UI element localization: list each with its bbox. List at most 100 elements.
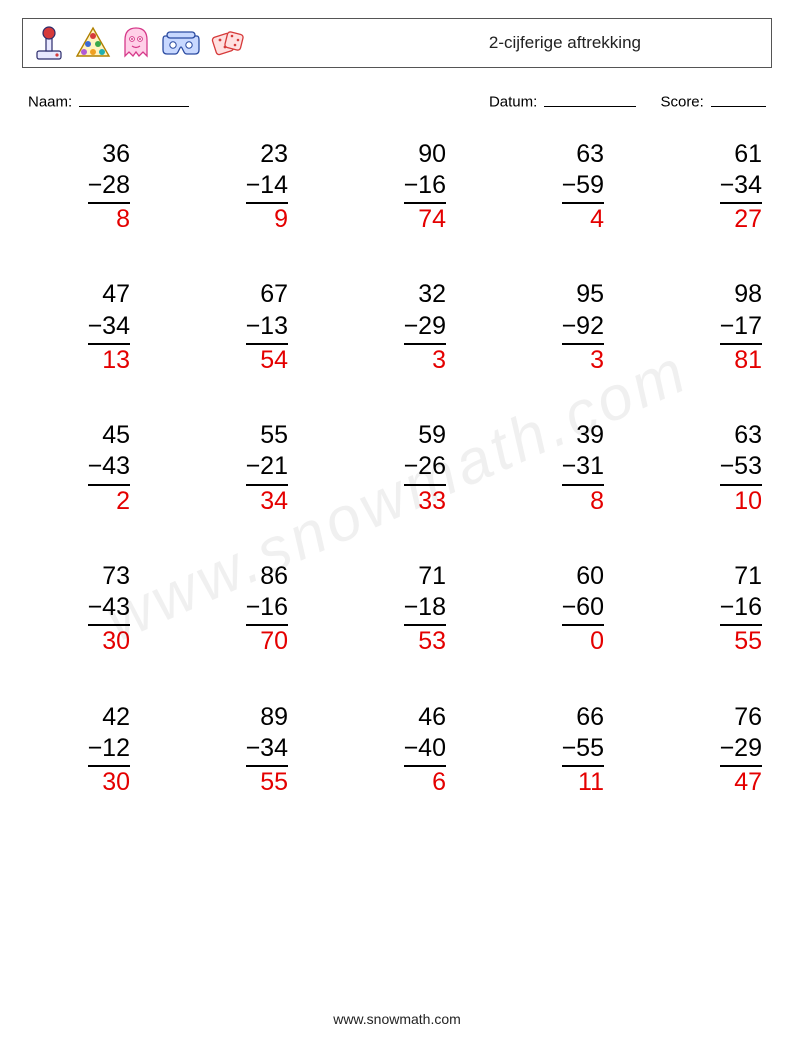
answer: 30 [88,626,130,657]
subtrahend: −43 [88,451,130,485]
answer: 8 [88,204,130,235]
answer: 13 [88,345,130,376]
answer: 81 [720,345,762,376]
answer: 3 [404,345,446,376]
joystick-icon [33,25,65,61]
problem: 47−3413 [32,279,130,376]
answer: 8 [562,486,604,517]
subtrahend: −60 [562,592,604,626]
problem: 59−2633 [348,420,446,517]
minuend: 71 [720,561,762,592]
subtrahend: −34 [246,733,288,767]
minuend: 59 [404,420,446,451]
subtrahend: −12 [88,733,130,767]
minuend: 63 [562,139,604,170]
meta-date: Datum: [489,90,637,111]
minuend: 95 [562,279,604,310]
subtrahend: −29 [404,311,446,345]
minuend: 66 [562,702,604,733]
date-blank[interactable] [544,90,636,107]
problem: 73−4330 [32,561,130,658]
answer: 55 [720,626,762,657]
problem: 63−5310 [664,420,762,517]
problem: 60−600 [506,561,604,658]
ghost-icon [121,26,151,60]
answer: 53 [404,626,446,657]
problem: 98−1781 [664,279,762,376]
problem: 95−923 [506,279,604,376]
minuend: 39 [562,420,604,451]
score-label: Score: [660,94,703,111]
subtrahend: −16 [246,592,288,626]
name-blank[interactable] [79,90,189,107]
minuend: 42 [88,702,130,733]
meta-name: Naam: [28,90,189,111]
header-icons [33,25,245,61]
problem: 23−149 [190,139,288,236]
billiards-icon [75,26,111,60]
answer: 55 [246,767,288,798]
meta-row: Naam: Datum: Score: [22,90,772,119]
vr-headset-icon [161,28,201,58]
answer: 2 [88,486,130,517]
answer: 33 [404,486,446,517]
subtrahend: −92 [562,311,604,345]
minuend: 76 [720,702,762,733]
worksheet-page: 2-cijferige aftrekking Naam: Datum: Scor… [0,0,794,1053]
problem: 90−1674 [348,139,446,236]
minuend: 89 [246,702,288,733]
problem: 46−406 [348,702,446,799]
problems-grid: 36−28823−14990−167463−59461−342747−34136… [22,119,772,799]
answer: 9 [246,204,288,235]
meta-score: Score: [660,90,766,111]
problem: 55−2134 [190,420,288,517]
problem: 32−293 [348,279,446,376]
subtrahend: −28 [88,170,130,204]
subtrahend: −34 [88,311,130,345]
subtrahend: −21 [246,451,288,485]
subtrahend: −14 [246,170,288,204]
problem: 86−1670 [190,561,288,658]
minuend: 36 [88,139,130,170]
subtrahend: −31 [562,451,604,485]
minuend: 55 [246,420,288,451]
minuend: 73 [88,561,130,592]
minuend: 61 [720,139,762,170]
minuend: 32 [404,279,446,310]
footer-url: www.snowmath.com [0,1011,794,1027]
minuend: 90 [404,139,446,170]
subtrahend: −16 [404,170,446,204]
answer: 11 [562,767,604,798]
header-box: 2-cijferige aftrekking [22,18,772,68]
answer: 34 [246,486,288,517]
problem: 67−1354 [190,279,288,376]
minuend: 45 [88,420,130,451]
minuend: 47 [88,279,130,310]
minuend: 86 [246,561,288,592]
answer: 30 [88,767,130,798]
dice-icon [211,26,245,60]
problem: 45−432 [32,420,130,517]
answer: 47 [720,767,762,798]
minuend: 71 [404,561,446,592]
name-label: Naam: [28,94,72,111]
subtrahend: −29 [720,733,762,767]
minuend: 23 [246,139,288,170]
subtrahend: −53 [720,451,762,485]
problem: 76−2947 [664,702,762,799]
answer: 54 [246,345,288,376]
answer: 6 [404,767,446,798]
problem: 61−3427 [664,139,762,236]
worksheet-title: 2-cijferige aftrekking [489,33,761,53]
answer: 74 [404,204,446,235]
minuend: 67 [246,279,288,310]
answer: 10 [720,486,762,517]
subtrahend: −18 [404,592,446,626]
problem: 71−1655 [664,561,762,658]
answer: 27 [720,204,762,235]
problem: 89−3455 [190,702,288,799]
problem: 42−1230 [32,702,130,799]
answer: 0 [562,626,604,657]
subtrahend: −40 [404,733,446,767]
score-blank[interactable] [711,90,766,107]
